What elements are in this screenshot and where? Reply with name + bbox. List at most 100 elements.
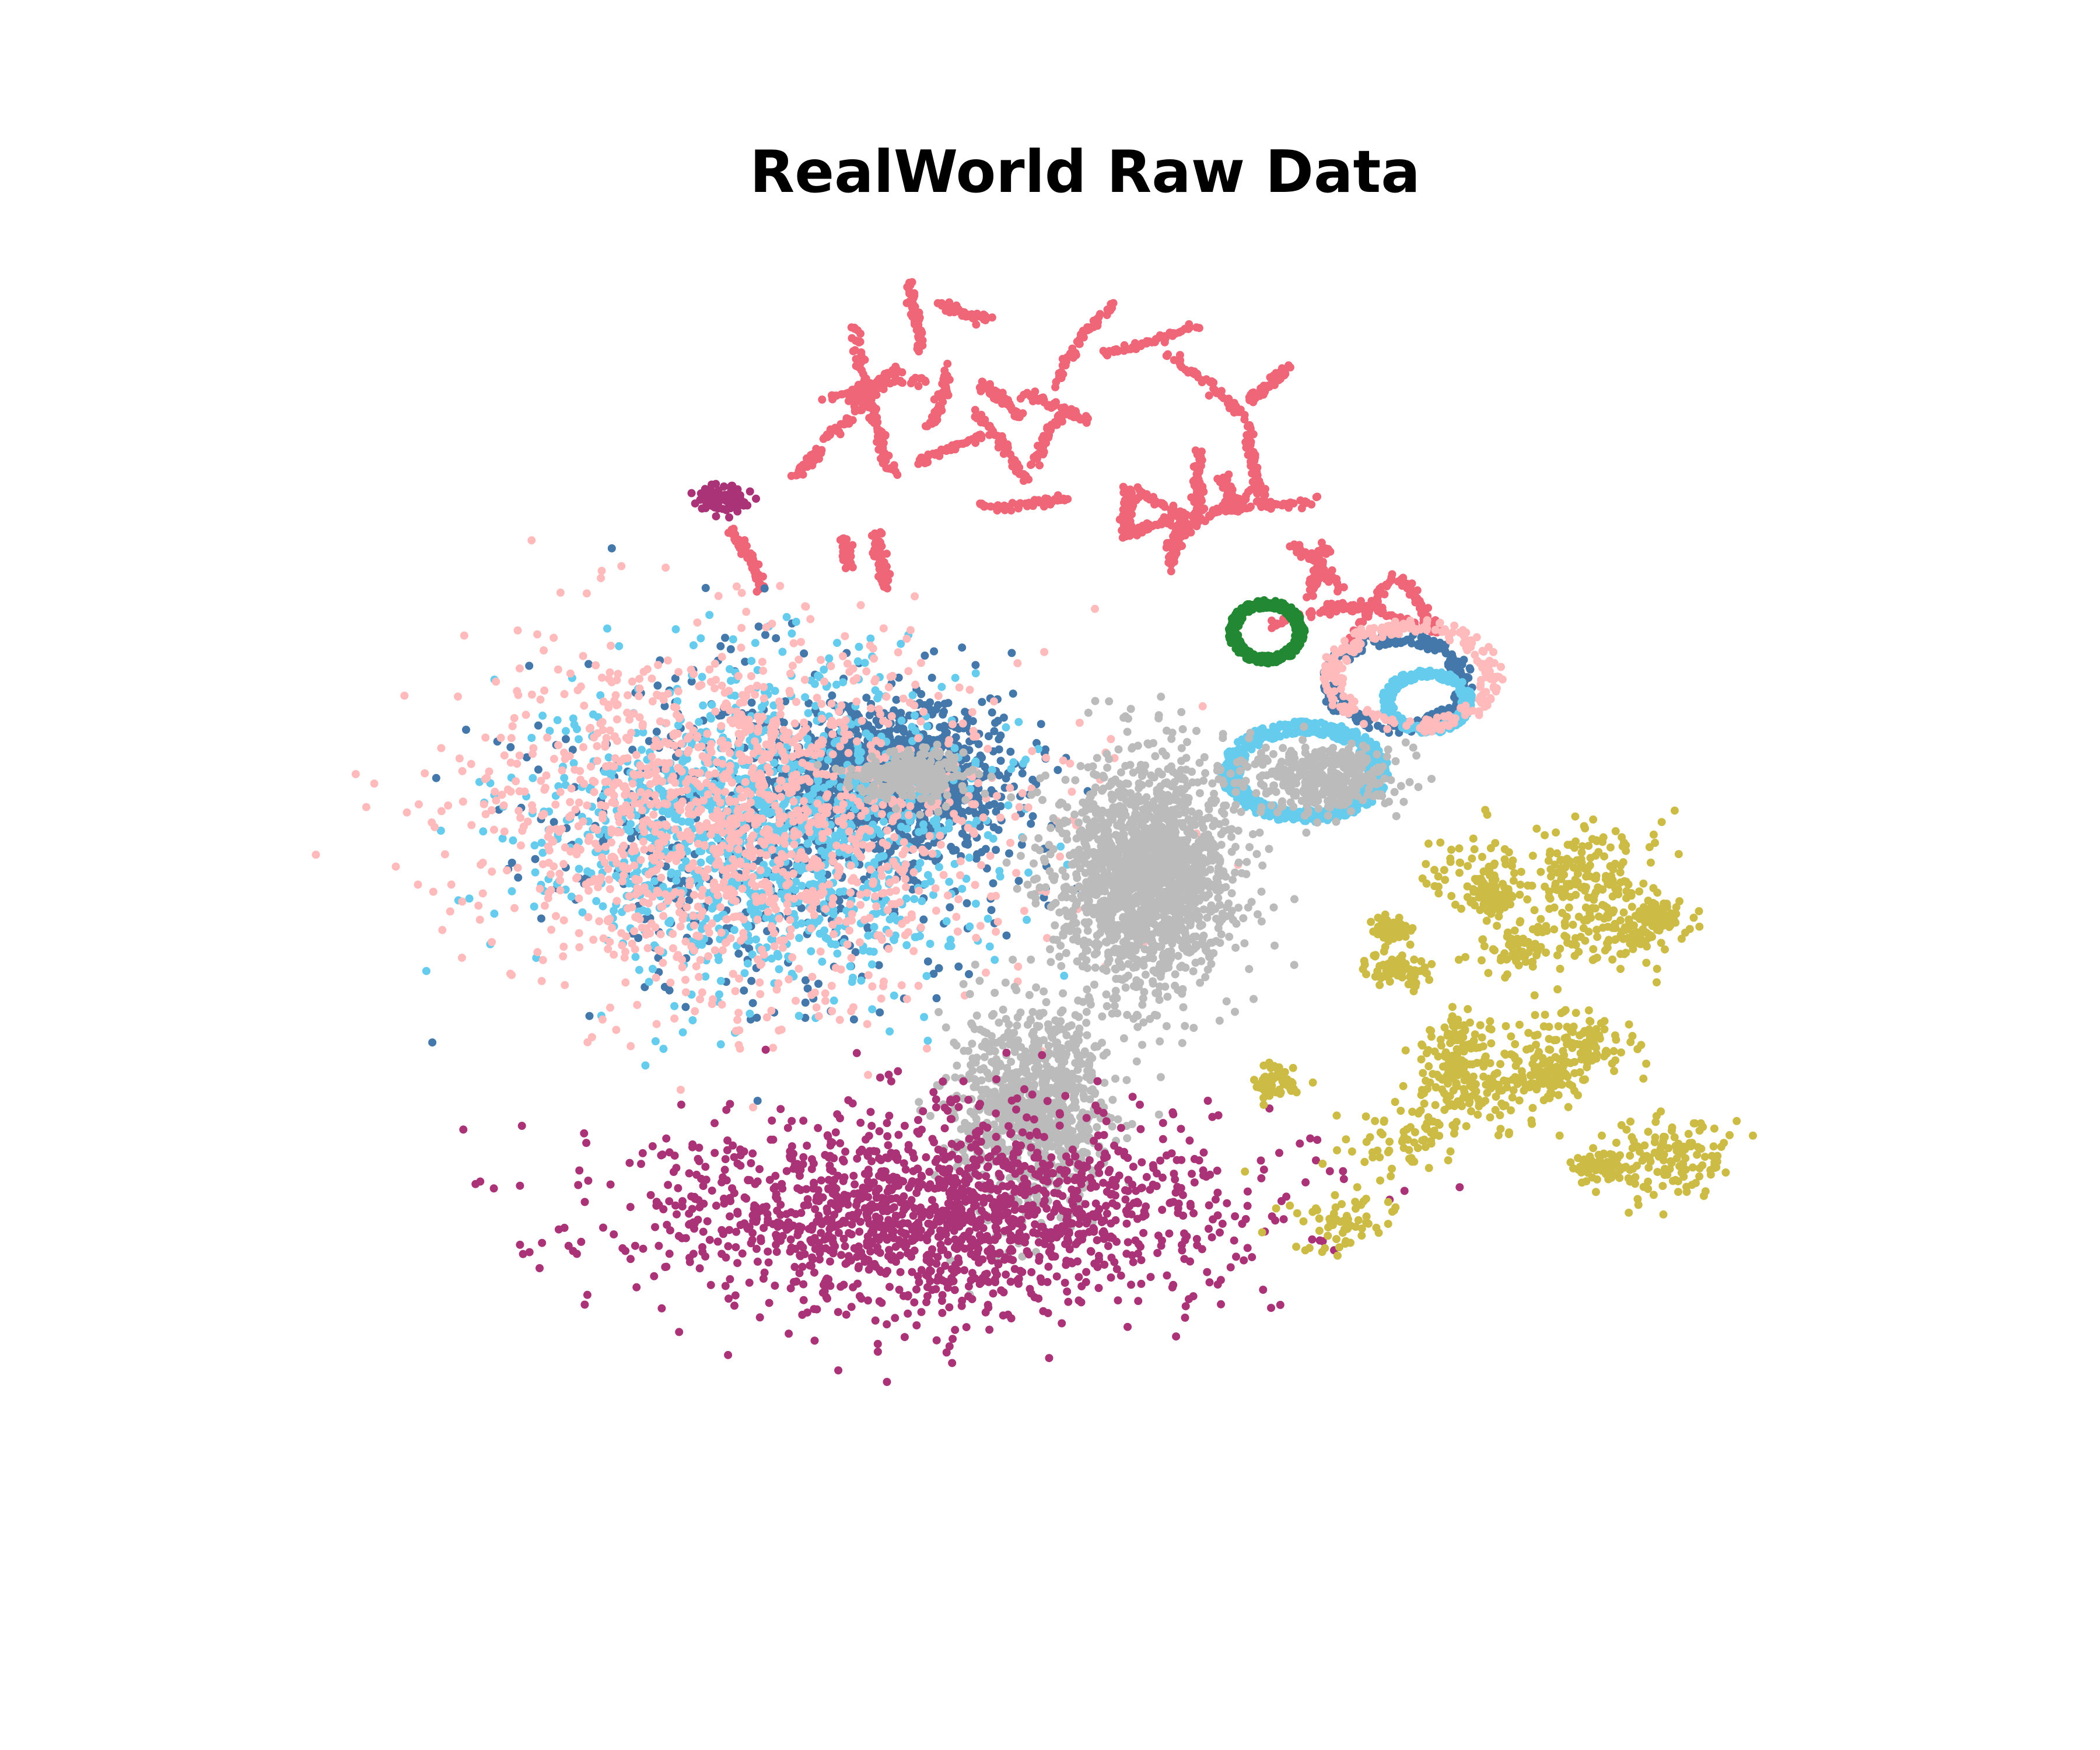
- scatter-point: [816, 929, 824, 938]
- scatter-point: [935, 964, 943, 972]
- scatter-point: [1058, 355, 1067, 363]
- scatter-point: [699, 701, 708, 710]
- scatter-point: [933, 299, 942, 307]
- scatter-point: [934, 701, 942, 709]
- scatter-point: [994, 438, 1003, 446]
- scatter-point: [883, 550, 891, 558]
- scatter-point: [747, 698, 756, 707]
- scatter-point: [870, 923, 878, 932]
- scatter-point: [965, 970, 973, 978]
- scatter-point: [1016, 394, 1025, 403]
- scatter-point: [1002, 723, 1010, 732]
- scatter-point: [923, 422, 932, 430]
- scatter-point: [774, 952, 783, 961]
- scatter-point: [926, 940, 935, 948]
- scatter-point: [1313, 492, 1322, 501]
- scatter-point: [958, 643, 967, 652]
- scatter-point: [698, 673, 706, 681]
- scatter-point: [900, 736, 908, 744]
- scatter-point: [848, 978, 856, 986]
- scatter-point: [1396, 639, 1405, 648]
- scatter-point: [631, 953, 640, 961]
- scatter-point: [993, 501, 1002, 510]
- scatter-point: [537, 914, 545, 923]
- scatter-point: [1056, 842, 1065, 851]
- scatter-point: [910, 289, 919, 298]
- scatter-point: [862, 694, 871, 702]
- scatter-point: [974, 740, 983, 748]
- scatter-point: [795, 934, 803, 942]
- scatter-point: [1027, 820, 1035, 828]
- scatter-point: [1113, 347, 1122, 356]
- scatter-point: [818, 396, 827, 404]
- scatter-point: [531, 855, 540, 863]
- scatter-point: [652, 727, 661, 736]
- scatter-point: [538, 711, 547, 720]
- scatter-point: [1132, 496, 1140, 505]
- scatter-point: [1247, 502, 1255, 511]
- scatter-point: [945, 818, 954, 827]
- scatter-point: [971, 900, 980, 908]
- scatter-point: [794, 1012, 803, 1020]
- scatter-point: [534, 765, 542, 774]
- scatter-point: [1059, 370, 1068, 379]
- scatter-point: [1256, 501, 1265, 509]
- scatter-point: [695, 718, 704, 726]
- scatter-point: [1186, 528, 1195, 537]
- scatter-point: [972, 320, 981, 329]
- scatter-point: [936, 404, 945, 413]
- scatter-point: [1007, 649, 1016, 657]
- scatter-point: [971, 661, 980, 670]
- scatter-point: [1044, 402, 1052, 411]
- scatter-point: [912, 310, 921, 318]
- scatter-point: [929, 817, 938, 825]
- scatter-point: [1144, 520, 1153, 529]
- scatter-point: [803, 839, 812, 848]
- scatter-point: [832, 680, 841, 689]
- scatter-point: [1272, 369, 1280, 377]
- scatter-point: [835, 428, 844, 436]
- scatter-point: [819, 435, 828, 443]
- scatter-point: [530, 902, 538, 911]
- scatter-point: [991, 719, 999, 727]
- scatter-point: [862, 729, 870, 738]
- scatter-point: [1166, 516, 1175, 524]
- scatter-point: [984, 915, 992, 923]
- scatter-point: [1209, 384, 1218, 393]
- scatter-point: [553, 716, 562, 724]
- scatter-point: [1167, 505, 1175, 514]
- scatter-point: [849, 1015, 858, 1024]
- scatter-point: [1448, 650, 1456, 659]
- scatter-point: [825, 654, 834, 663]
- scatter-point: [828, 691, 836, 700]
- scatter-point: [971, 669, 980, 678]
- scatter-point: [874, 690, 883, 699]
- scatter-point: [635, 965, 643, 974]
- scatter-point: [1431, 641, 1440, 650]
- scatter-point: [760, 584, 769, 593]
- scatter-point: [998, 432, 1006, 440]
- scatter-point: [1014, 877, 1023, 886]
- scatter-point: [1286, 542, 1294, 551]
- scatter-point: [989, 823, 998, 832]
- scatter-point: [890, 461, 898, 470]
- scatter-point: [708, 904, 716, 913]
- scatter-point: [992, 396, 1001, 404]
- scatter-point: [946, 303, 954, 312]
- scatter-point: [1130, 339, 1139, 348]
- scatter-point: [696, 858, 705, 867]
- scatter-point: [705, 611, 714, 620]
- scatter-point: [1195, 324, 1203, 332]
- scatter-point: [991, 956, 999, 964]
- scatter-point: [534, 721, 542, 730]
- scatter-point: [1041, 745, 1050, 754]
- scatter-point: [921, 880, 929, 888]
- scatter-point: [509, 836, 517, 845]
- scatter-point: [514, 873, 523, 882]
- scatter-point: [791, 886, 800, 894]
- scatter-point: [560, 774, 569, 782]
- scatter-point: [793, 862, 802, 870]
- scatter-point: [788, 629, 796, 638]
- scatter-point: [678, 817, 687, 826]
- scatter-point: [1307, 608, 1316, 617]
